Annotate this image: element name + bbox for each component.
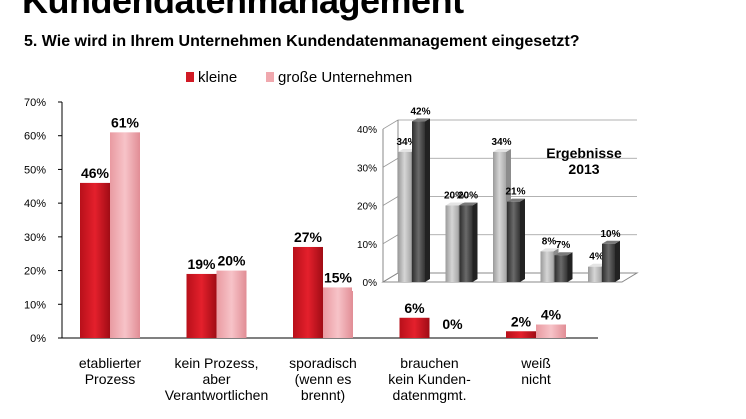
inset-bar-top	[602, 240, 620, 244]
data-label: 19%	[187, 256, 216, 272]
bar-kleine	[506, 331, 536, 338]
category-label: Prozess	[85, 371, 136, 387]
y-tick-label: 30%	[24, 232, 46, 244]
bar-kleine	[293, 246, 323, 338]
category-label: brennt)	[301, 387, 345, 403]
inset-y-tick-label: 10%	[357, 240, 377, 251]
y-tick-label: 70%	[24, 97, 46, 109]
inset-bar-kleine	[540, 251, 554, 282]
bar-gross	[536, 324, 566, 338]
inset-title: 2013	[568, 161, 599, 177]
legend-label: kleine	[198, 69, 237, 86]
data-label: 4%	[541, 307, 562, 323]
inset-data-label: 7%	[556, 240, 571, 251]
inset-y-tick-label: 40%	[357, 125, 377, 136]
legend-label: große Unternehmen	[278, 69, 412, 86]
inset-bar-kleine	[588, 266, 601, 282]
inset-bar-gross	[602, 243, 615, 282]
inset-y-tick-label: 0%	[363, 278, 378, 289]
inset-bar-top	[445, 202, 464, 206]
inset-data-label: 34%	[491, 137, 511, 148]
inset-bar-side	[567, 252, 573, 282]
inset-bar-gross	[507, 201, 520, 282]
page-subtitle: 5. Wie wird in Ihrem Unternehmen Kundend…	[24, 33, 580, 50]
bar-gross	[110, 132, 140, 338]
category-label: kein Prozess,	[174, 355, 258, 371]
inset-bar-top	[540, 248, 559, 252]
inset-data-label: 4%	[589, 252, 604, 263]
inset-bar-side	[615, 240, 620, 282]
inset-bar-kleine	[445, 205, 459, 282]
y-tick-label: 20%	[24, 266, 46, 278]
bar-gross	[216, 270, 247, 338]
category-label: Verantwortlichen	[165, 387, 269, 403]
category-label: aber	[202, 371, 230, 387]
legend-swatch-kleine	[186, 72, 194, 82]
inset-bar-top	[412, 118, 430, 122]
data-label: 20%	[217, 253, 246, 269]
inset-bar-side	[472, 202, 478, 282]
data-label: 61%	[111, 114, 140, 130]
data-label: 0%	[442, 316, 463, 332]
inset-data-label: 21%	[505, 187, 525, 198]
inset-title: Ergebnisse	[546, 145, 622, 161]
category-label: etablierter	[79, 355, 142, 371]
inset-bar-top	[588, 263, 606, 267]
data-label: 6%	[404, 300, 425, 316]
data-label: 46%	[81, 165, 110, 181]
y-tick-label: 40%	[24, 198, 46, 210]
y-tick-label: 10%	[24, 299, 46, 311]
inset-gridline-side	[382, 196, 399, 206]
category-label: sporadisch	[289, 355, 357, 371]
data-label: 27%	[294, 229, 323, 245]
bar-kleine	[186, 273, 217, 338]
inset-bar-top	[493, 148, 511, 152]
y-tick-label: 50%	[24, 164, 46, 176]
legend-swatch-gross	[266, 72, 274, 82]
data-label: 2%	[511, 313, 532, 329]
inset-data-label: 34%	[396, 137, 416, 148]
inset-bar-side	[520, 198, 525, 282]
category-label: weiß	[520, 355, 551, 371]
category-label: (wenn es	[295, 371, 352, 387]
bar-kleine	[399, 317, 430, 338]
inset-bar-kleine	[398, 151, 411, 282]
category-label: nicht	[521, 371, 551, 387]
inset-bar-gross	[412, 121, 425, 282]
inset-bar-gross	[554, 255, 568, 282]
inset-bar-gross	[459, 205, 473, 282]
inset-data-label: 20%	[458, 191, 478, 202]
bar-gross	[323, 287, 353, 338]
inset-bar-top	[398, 148, 416, 152]
inset-gridline-side	[382, 157, 399, 168]
category-label: kein Kunden-	[388, 371, 471, 387]
bar-kleine	[80, 182, 110, 338]
page-title: Kundendatenmanagement	[22, 0, 464, 21]
inset-data-label: 8%	[542, 236, 557, 247]
inset-y-tick-label: 20%	[357, 202, 377, 213]
inset-data-label: 42%	[410, 106, 430, 117]
data-label: 15%	[324, 269, 353, 285]
category-label: brauchen	[400, 355, 458, 371]
inset-bar-top	[507, 198, 525, 202]
inset-data-label: 20%	[444, 191, 464, 202]
inset-y-tick-label: 30%	[357, 163, 377, 174]
y-tick-label: 0%	[30, 333, 46, 345]
category-label: datenmgmt.	[393, 387, 467, 403]
y-tick-label: 60%	[24, 131, 46, 143]
inset-bar-top	[459, 202, 478, 206]
inset-data-label: 10%	[600, 229, 620, 240]
inset-gridline-side	[382, 119, 399, 130]
inset-bar-side	[425, 118, 430, 282]
inset-bar-top	[554, 252, 573, 256]
inset-bar-kleine	[493, 151, 506, 282]
inset-gridline-side	[382, 234, 399, 245]
